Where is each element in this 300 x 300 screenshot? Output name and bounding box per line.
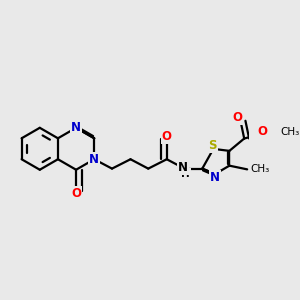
- Text: O: O: [232, 111, 242, 124]
- Text: S: S: [208, 140, 217, 152]
- Text: O: O: [162, 130, 172, 142]
- Text: CH₃: CH₃: [281, 127, 300, 136]
- Text: CH₃: CH₃: [251, 164, 270, 174]
- Text: N: N: [210, 170, 220, 184]
- Text: N: N: [178, 161, 188, 174]
- Text: O: O: [257, 124, 267, 138]
- Text: N: N: [89, 153, 99, 166]
- Text: H: H: [182, 169, 190, 179]
- Text: N: N: [71, 121, 81, 134]
- Text: O: O: [71, 187, 81, 200]
